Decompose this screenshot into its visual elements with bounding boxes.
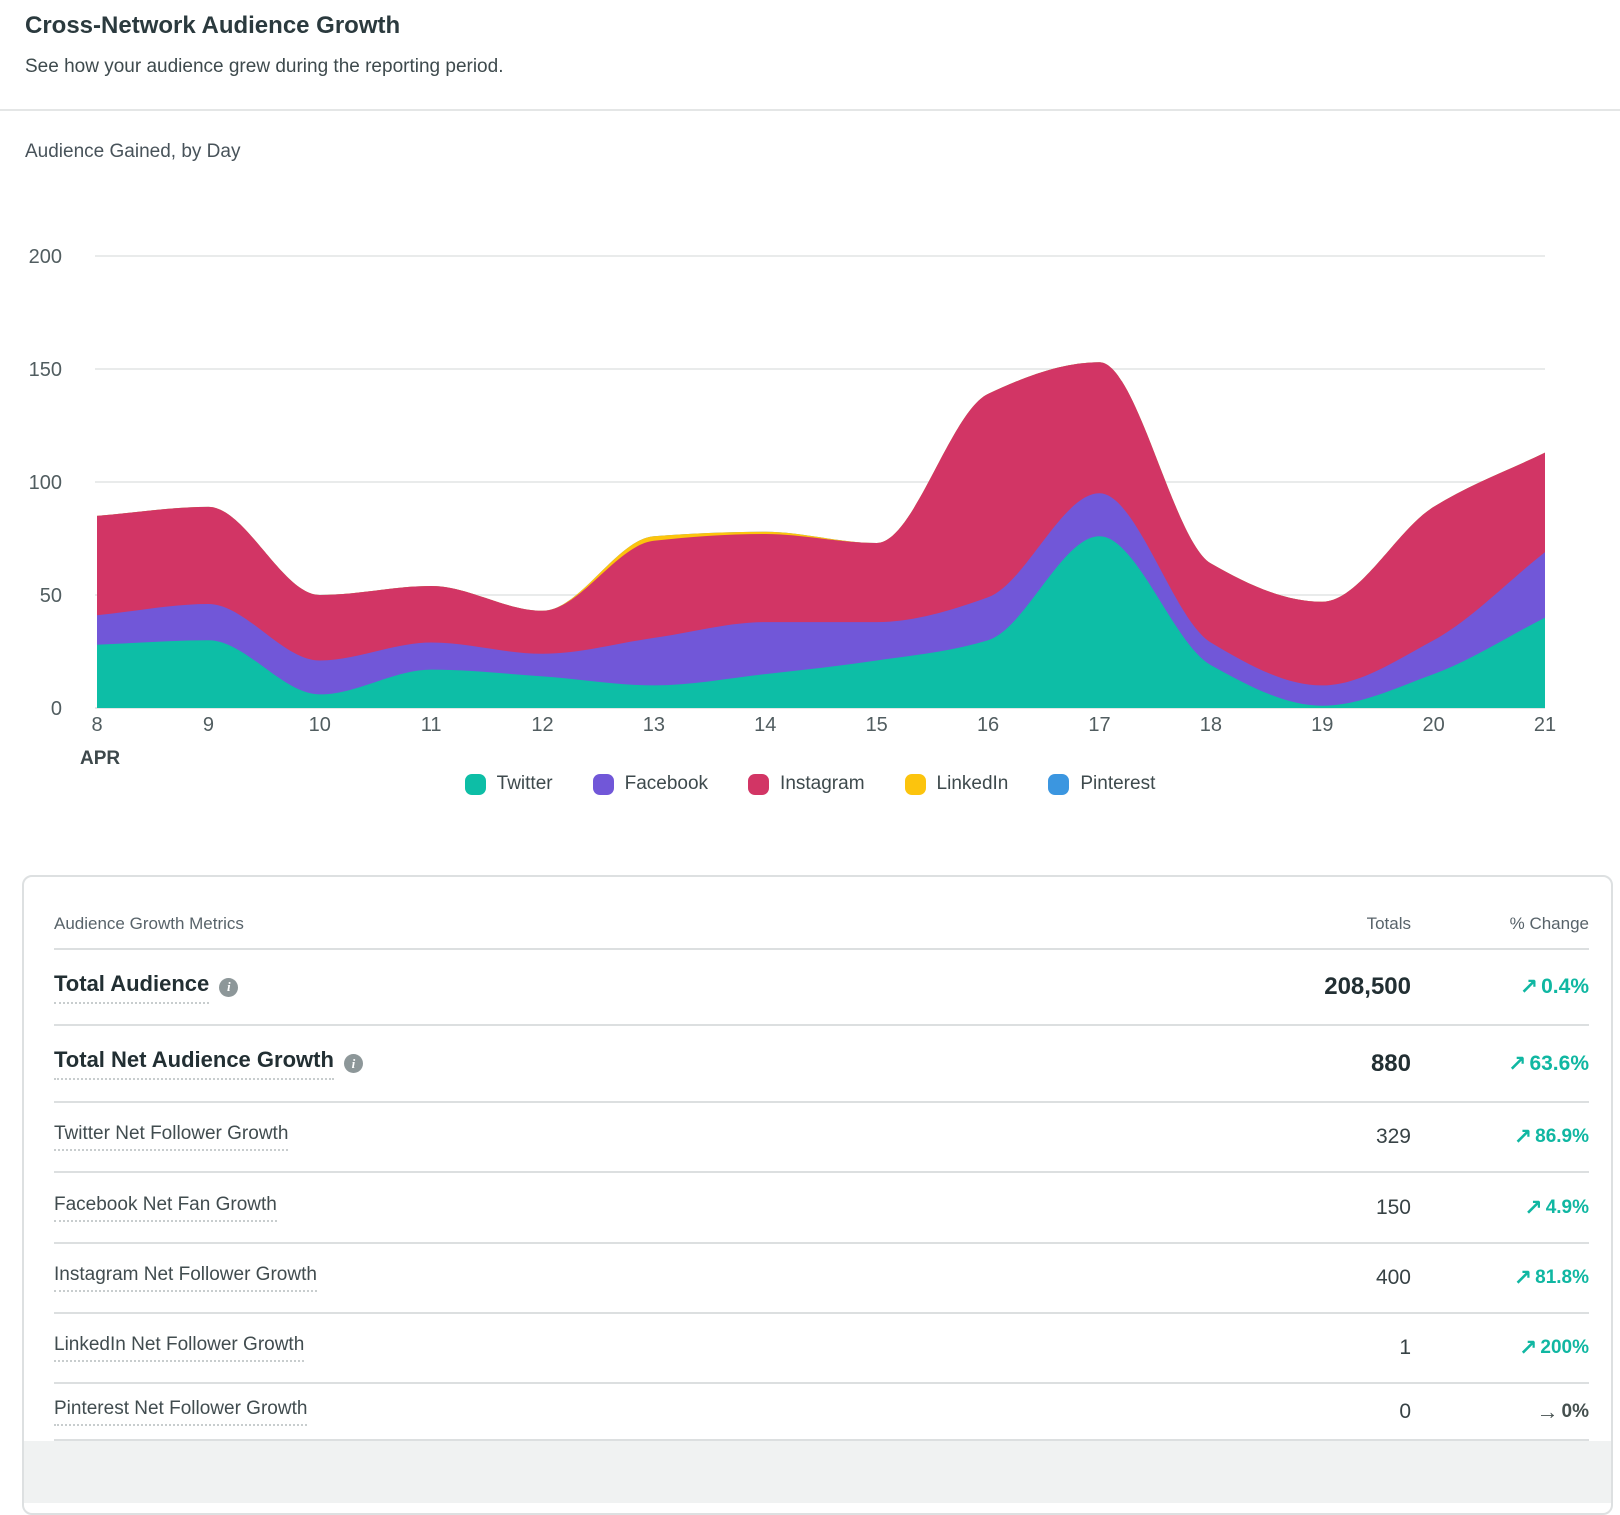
area-twitter[interactable]: [97, 536, 1545, 708]
legend-item-facebook[interactable]: Facebook: [592, 773, 709, 795]
legend-label: Facebook: [624, 773, 709, 794]
metric-total: 329: [1375, 1125, 1411, 1148]
change-value: 0.4%: [1541, 975, 1589, 998]
table-header-totals: Totals: [1366, 914, 1411, 933]
legend-item-linkedin[interactable]: LinkedIn: [904, 773, 1009, 795]
legend-swatch-icon: [592, 773, 614, 795]
x-axis-tick: 8: [91, 714, 102, 736]
y-axis-tick: 50: [40, 585, 62, 607]
x-axis-tick: 19: [1311, 714, 1333, 736]
table-row: Pinterest Net Follower Growth 0 → 0%: [24, 1384, 1611, 1441]
trend-up-icon: ↗: [1513, 1124, 1533, 1149]
x-axis-tick: 14: [754, 714, 776, 736]
metric-label[interactable]: LinkedIn Net Follower Growth: [54, 1334, 305, 1362]
legend-item-instagram[interactable]: Instagram: [748, 773, 865, 795]
metric-change: ↗ 200%: [1411, 1337, 1589, 1359]
metric-change: ↗ 0.4%: [1411, 975, 1589, 999]
table-row: Total Net Audience Growth i 880 ↗ 63.6%: [24, 1026, 1611, 1103]
metric-total: 0: [1399, 1399, 1411, 1423]
trend-flat-icon: →: [1536, 1398, 1559, 1424]
legend-label: Instagram: [780, 773, 865, 794]
page-subtitle: See how your audience grew during the re…: [25, 56, 504, 77]
table-row: Instagram Net Follower Growth 400 ↗ 81.8%: [24, 1244, 1611, 1314]
trend-up-icon: ↗: [1508, 1050, 1527, 1076]
trend-up-icon: ↗: [1513, 1265, 1533, 1290]
info-icon[interactable]: i: [219, 977, 239, 997]
change-value: 86.9%: [1535, 1126, 1589, 1147]
change-value: 81.8%: [1535, 1267, 1589, 1288]
legend-swatch-icon: [904, 773, 926, 795]
table-header-row: Audience Growth Metrics Totals % Change: [24, 877, 1611, 950]
metric-label[interactable]: Total Net Audience Growth: [54, 1047, 334, 1080]
metric-total: 400: [1375, 1266, 1411, 1289]
change-value: 200%: [1540, 1337, 1589, 1358]
legend-label: Pinterest: [1080, 773, 1156, 794]
metric-label[interactable]: Facebook Net Fan Growth: [54, 1194, 277, 1222]
x-axis-tick: 13: [643, 714, 665, 736]
x-axis-tick: 15: [866, 714, 888, 736]
y-axis-tick: 150: [29, 359, 62, 381]
chart-legend: Twitter Facebook Instagram LinkedIn Pinteres…: [0, 773, 1620, 795]
table-row: Total Audience i 208,500 ↗ 0.4%: [24, 950, 1611, 1026]
x-axis-tick: 10: [309, 714, 331, 736]
table-row: Twitter Net Follower Growth 329 ↗ 86.9%: [24, 1103, 1611, 1173]
metric-total: 1: [1399, 1336, 1411, 1359]
trend-up-icon: ↗: [1519, 974, 1539, 999]
change-value: 0%: [1561, 1400, 1589, 1422]
legend-swatch-icon: [1048, 773, 1070, 795]
audience-growth-chart[interactable]: 0 50 100 150 200 8 9 10 11 12 13 14 15 16 17 18 19 20 21 AP…: [0, 190, 1620, 780]
y-axis-tick: 100: [29, 472, 62, 494]
metric-change: ↗ 63.6%: [1411, 1052, 1589, 1076]
y-axis-tick: 200: [29, 246, 62, 268]
change-value: 63.6%: [1529, 1051, 1589, 1075]
legend-item-twitter[interactable]: Twitter: [464, 773, 553, 795]
metric-change: ↗ 81.8%: [1411, 1267, 1589, 1289]
x-axis-tick: 20: [1422, 714, 1444, 736]
metric-total: 208,500: [1324, 973, 1411, 1000]
x-axis-tick: 17: [1088, 714, 1110, 736]
metric-label[interactable]: Instagram Net Follower Growth: [54, 1264, 317, 1292]
metric-total: 150: [1375, 1195, 1411, 1219]
y-axis-tick: 0: [51, 698, 62, 720]
metric-change: ↗ 86.9%: [1411, 1126, 1589, 1148]
table-header-metric: Audience Growth Metrics: [54, 914, 244, 933]
x-axis-tick: 11: [421, 714, 442, 736]
metric-total: 880: [1370, 1049, 1411, 1077]
trend-up-icon: ↗: [1524, 1194, 1543, 1220]
trend-up-icon: ↗: [1518, 1335, 1538, 1360]
legend-label: LinkedIn: [936, 773, 1009, 794]
table-header-change: % Change: [1509, 914, 1589, 933]
audience-growth-metrics-card: Audience Growth Metrics Totals % Change …: [22, 875, 1613, 1515]
x-axis-tick: 12: [531, 714, 553, 736]
x-axis-tick: 18: [1200, 714, 1222, 736]
metric-change: ↗ 4.9%: [1411, 1194, 1589, 1220]
section-divider: [0, 109, 1620, 111]
metric-label[interactable]: Pinterest Net Follower Growth: [54, 1398, 308, 1426]
table-row: Facebook Net Fan Growth 150 ↗ 4.9%: [24, 1173, 1611, 1244]
x-axis-month-label: APR: [80, 748, 120, 769]
table-row: LinkedIn Net Follower Growth 1 ↗ 200%: [24, 1314, 1611, 1384]
metric-label[interactable]: Total Audience: [54, 971, 210, 1004]
metric-label[interactable]: Twitter Net Follower Growth: [54, 1123, 289, 1151]
metric-change: → 0%: [1411, 1398, 1589, 1424]
legend-swatch-icon: [748, 773, 770, 795]
info-icon[interactable]: i: [343, 1054, 363, 1073]
table-footer-strip: [24, 1441, 1611, 1503]
x-axis-tick: 21: [1534, 714, 1556, 736]
chart-title: Audience Gained, by Day: [25, 141, 241, 162]
legend-item-pinterest[interactable]: Pinterest: [1048, 773, 1155, 795]
x-axis-tick: 16: [977, 714, 999, 736]
legend-label: Twitter: [496, 773, 553, 794]
change-value: 4.9%: [1545, 1196, 1589, 1218]
x-axis-tick: 9: [203, 714, 214, 736]
legend-swatch-icon: [464, 773, 486, 795]
page-title: Cross-Network Audience Growth: [25, 12, 401, 39]
